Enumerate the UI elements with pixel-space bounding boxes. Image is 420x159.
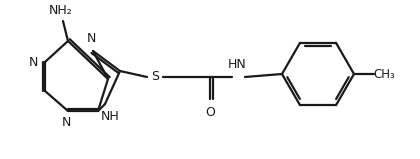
Text: NH₂: NH₂ [49,4,73,17]
Text: O: O [205,106,215,118]
Text: HN: HN [228,58,247,70]
Text: NH: NH [101,111,119,124]
Text: N: N [87,32,96,45]
Text: CH₃: CH₃ [373,68,395,80]
Text: S: S [151,70,159,83]
Text: N: N [28,55,38,69]
Text: N: N [61,117,71,129]
